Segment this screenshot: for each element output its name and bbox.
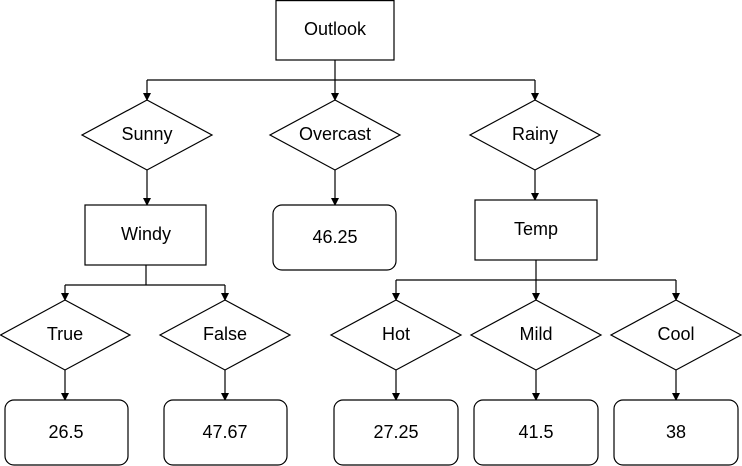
leaf-value: 46.25 — [312, 227, 357, 247]
leaf-box — [613, 399, 739, 466]
node-diamond — [609, 299, 742, 371]
leaf-value: 27.25 — [373, 422, 418, 442]
node-diamond — [158, 299, 292, 371]
node-box — [84, 204, 207, 266]
node-box — [275, 0, 395, 61]
node-label: Cool — [657, 324, 694, 344]
leaf-box — [333, 399, 459, 466]
edge — [396, 260, 676, 281]
node-label: Temp — [514, 219, 558, 239]
node-label: True — [47, 324, 83, 344]
node-label: Outlook — [304, 19, 367, 39]
node-label: False — [203, 324, 247, 344]
leaf-box — [272, 204, 397, 271]
node-label: Windy — [121, 224, 171, 244]
node-label: Hot — [382, 324, 410, 344]
leaf-box — [473, 399, 599, 466]
leaf-value: 41.5 — [518, 422, 553, 442]
leaf-box — [4, 399, 129, 466]
node-diamond — [268, 99, 402, 171]
edge — [147, 60, 535, 81]
node-label: Mild — [519, 324, 552, 344]
node-diamond — [468, 99, 602, 171]
leaf-box — [163, 399, 288, 466]
node-box — [474, 199, 598, 261]
leaf-value: 38 — [666, 422, 686, 442]
node-diamond — [80, 99, 214, 171]
leaf-value: 26.5 — [48, 422, 83, 442]
node-label: Overcast — [299, 124, 371, 144]
node-diamond — [469, 299, 603, 371]
node-diamond — [0, 299, 132, 371]
edges — [61, 60, 680, 401]
leaf-value: 47.67 — [202, 422, 247, 442]
node-label: Rainy — [512, 124, 558, 144]
node-diamond — [329, 299, 463, 371]
edge — [65, 265, 225, 286]
node-label: Sunny — [121, 124, 172, 144]
